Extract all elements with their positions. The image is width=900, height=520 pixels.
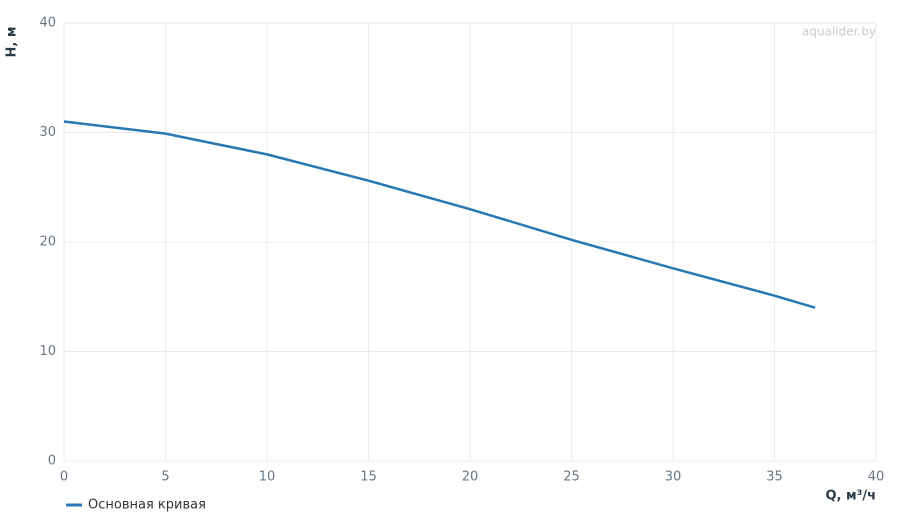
y-tick-label: 40 <box>39 16 56 31</box>
data-line <box>63 120 816 309</box>
x-tick-label: 25 <box>563 470 580 485</box>
watermark: aqualider.by <box>802 25 876 39</box>
x-tick-label: 40 <box>868 470 885 485</box>
x-tick-label: 30 <box>665 470 682 485</box>
x-tick-label: 5 <box>161 470 169 485</box>
x-tick-label: 35 <box>766 470 783 485</box>
x-tick-label: 0 <box>60 470 68 485</box>
y-axis-title: H, м <box>5 27 20 58</box>
legend-label: Основная кривая <box>88 498 206 513</box>
y-tick-label: 30 <box>39 125 56 140</box>
x-tick-label: 10 <box>259 470 276 485</box>
y-tick-label: 20 <box>39 235 56 250</box>
x-tick-label: 15 <box>360 470 377 485</box>
y-tick-label: 10 <box>39 344 56 359</box>
x-axis-title: Q, м³/ч <box>825 489 876 504</box>
y-tick-label: 0 <box>48 454 56 469</box>
x-tick-label: 20 <box>462 470 479 485</box>
